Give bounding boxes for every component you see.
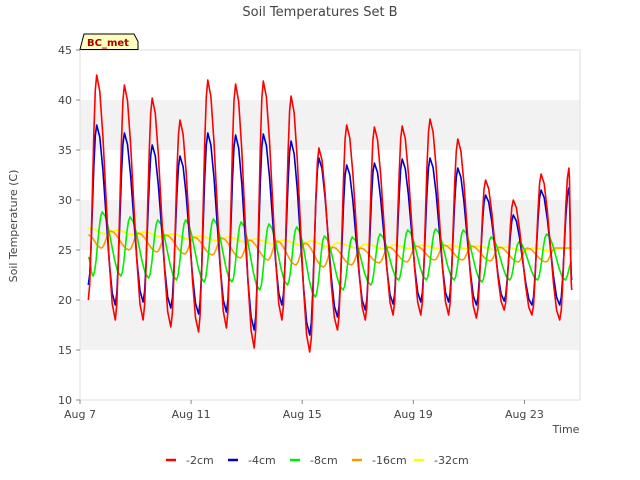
- y-tick-label: 25: [58, 244, 72, 257]
- grid-band: [80, 150, 580, 200]
- x-tick-label: Aug 15: [283, 408, 322, 421]
- site-label-badge: BC_met: [79, 33, 139, 50]
- grid-band: [80, 350, 580, 400]
- y-tick-label: 20: [58, 294, 72, 307]
- series-line-4cm: [87, 124, 573, 336]
- y-tick-label: 45: [58, 44, 72, 57]
- site-label-background: [79, 33, 139, 50]
- grid-band: [80, 50, 580, 100]
- x-tick-label: Aug 23: [505, 408, 544, 421]
- x-tick-label: Aug 19: [394, 408, 433, 421]
- legend: -2cm -4cm -8cm -16cm -32cm: [166, 454, 469, 467]
- y-tick-label: 15: [58, 344, 72, 357]
- chart-title: Soil Temperatures Set B: [242, 5, 397, 20]
- legend-label: -16cm: [372, 454, 407, 467]
- y-tick-label: 30: [58, 194, 72, 207]
- site-label-text: BC_met: [87, 38, 129, 49]
- y-axis: 10 15 20 25 30 35 40 45: [58, 44, 80, 407]
- x-axis: Aug 7 Aug 11 Aug 15 Aug 19 Aug 23: [64, 400, 544, 421]
- x-tick-label: Aug 7: [64, 408, 96, 421]
- y-tick-label: 10: [58, 394, 72, 407]
- legend-label: -32cm: [434, 454, 469, 467]
- grid-band: [80, 100, 580, 150]
- legend-label: -4cm: [248, 454, 276, 467]
- legend-label: -2cm: [186, 454, 214, 467]
- series-lines: [87, 74, 573, 353]
- y-tick-label: 40: [58, 94, 72, 107]
- series-line-8cm: [87, 211, 573, 298]
- grid-band: [80, 300, 580, 350]
- series-line-2cm: [87, 74, 573, 353]
- grid-band: [80, 200, 580, 250]
- y-tick-label: 35: [58, 144, 72, 157]
- x-axis-label: Time: [552, 423, 580, 436]
- plot-background-bands: [80, 50, 580, 400]
- y-axis-label: Soil Temperature (C): [7, 170, 20, 283]
- x-tick-label: Aug 11: [172, 408, 211, 421]
- legend-label: -8cm: [310, 454, 338, 467]
- plot-area-frame: [79, 49, 581, 401]
